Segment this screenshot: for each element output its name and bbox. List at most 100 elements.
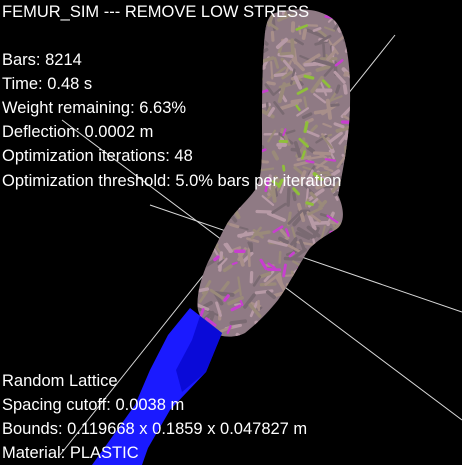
lattice-strut [238,151,243,172]
lattice-strut [336,155,347,169]
lattice-strut [283,321,300,336]
lattice-strut [257,271,272,279]
stress-highlight-strut [312,172,324,182]
lattice-strut [332,35,345,47]
lattice-strut [343,38,351,49]
blue-fixture-support [92,308,222,465]
lattice-strut [322,43,326,60]
lattice-strut [277,11,295,22]
lattice-strut [205,29,213,51]
lattice-strut [211,136,227,149]
lattice-strut [302,53,321,66]
lattice-strut [339,291,350,299]
lattice-strut [296,155,312,162]
lattice-strut [217,259,225,265]
lattice-strut [255,209,273,214]
lattice-strut [277,82,287,104]
lattice-strut [326,175,344,186]
stress-highlight-strut [264,178,270,193]
stress-highlight-strut [303,74,315,80]
lattice-strut [316,270,332,286]
lattice-strut [284,273,299,277]
lattice-strut [247,241,252,250]
lattice-strut [314,39,329,46]
lattice-strut [234,193,241,210]
lattice-strut [326,307,338,323]
stress-highlight-strut [329,229,340,234]
lattice-strut [239,42,249,48]
lattice-strut [197,21,205,36]
weight-remaining: Weight remaining: 6.63% [2,99,187,117]
lattice-strut [215,301,222,317]
lattice-strut [340,244,346,261]
lattice-strut [333,9,349,12]
lattice-strut [244,117,258,128]
lattice-strut [324,299,344,308]
stress-highlight-strut [342,174,346,182]
lattice-strut [287,209,303,225]
lattice-strut [298,329,314,337]
time-value: Time: 0.48 s [2,75,93,93]
lattice-strut [197,201,206,211]
lattice-strut [216,60,227,69]
stress-highlight-strut [238,124,249,136]
lattice-strut [265,290,276,300]
lattice-strut [209,288,226,301]
lattice-strut [267,129,277,143]
lattice-strut [251,143,265,150]
lattice-strut [272,88,282,97]
lattice-strut [326,50,337,61]
stress-highlight-strut [296,87,309,95]
material-value: Material: PLASTIC [2,444,139,462]
stress-highlight-strut [322,317,328,328]
lattice-strut [197,140,210,154]
lattice-strut [273,72,288,78]
lattice-strut [261,195,275,206]
lattice-strut [273,57,280,69]
lattice-strut [228,50,240,57]
lattice-strut [197,154,210,162]
lattice-strut [198,198,210,209]
stress-highlight-strut [345,35,350,45]
stress-highlight-strut [324,158,337,162]
lattice-strut [197,72,202,94]
lattice-strut [338,23,347,32]
stress-highlight-strut [197,49,208,54]
lattice-strut [197,42,202,59]
lattice-strut [212,213,225,221]
lattice-strut [307,155,325,161]
stress-highlight-strut [213,255,220,262]
lattice-strut [314,58,335,67]
lattice-strut [251,108,257,117]
stress-highlight-strut [198,93,202,103]
lattice-strut [254,320,262,333]
lattice-strut [204,59,212,69]
lattice-strut [319,323,329,329]
lattice-strut [249,75,263,82]
lattice-strut [207,313,215,327]
stress-highlight-strut [285,228,290,237]
lattice-strut [335,84,341,94]
lattice-strut [336,233,349,242]
stress-highlight-strut [298,288,313,294]
lattice-strut [203,140,213,146]
lattice-strut [212,195,225,201]
lattice-strut [286,10,299,15]
lattice-strut [209,209,220,216]
stress-highlight-strut [239,299,244,307]
lattice-strut [237,141,244,162]
lattice-strut [197,203,208,218]
lattice-strut [296,9,311,14]
lattice-strut [234,302,243,306]
lattice-strut [221,191,229,210]
lattice-strut [344,184,351,192]
lattice-strut [243,293,256,309]
stress-highlight-strut [223,195,232,203]
lattice-strut [294,38,304,46]
lattice-strut [298,170,307,185]
lattice-strut [212,69,218,82]
lattice-strut [220,212,234,219]
lattice-strut [245,62,255,71]
